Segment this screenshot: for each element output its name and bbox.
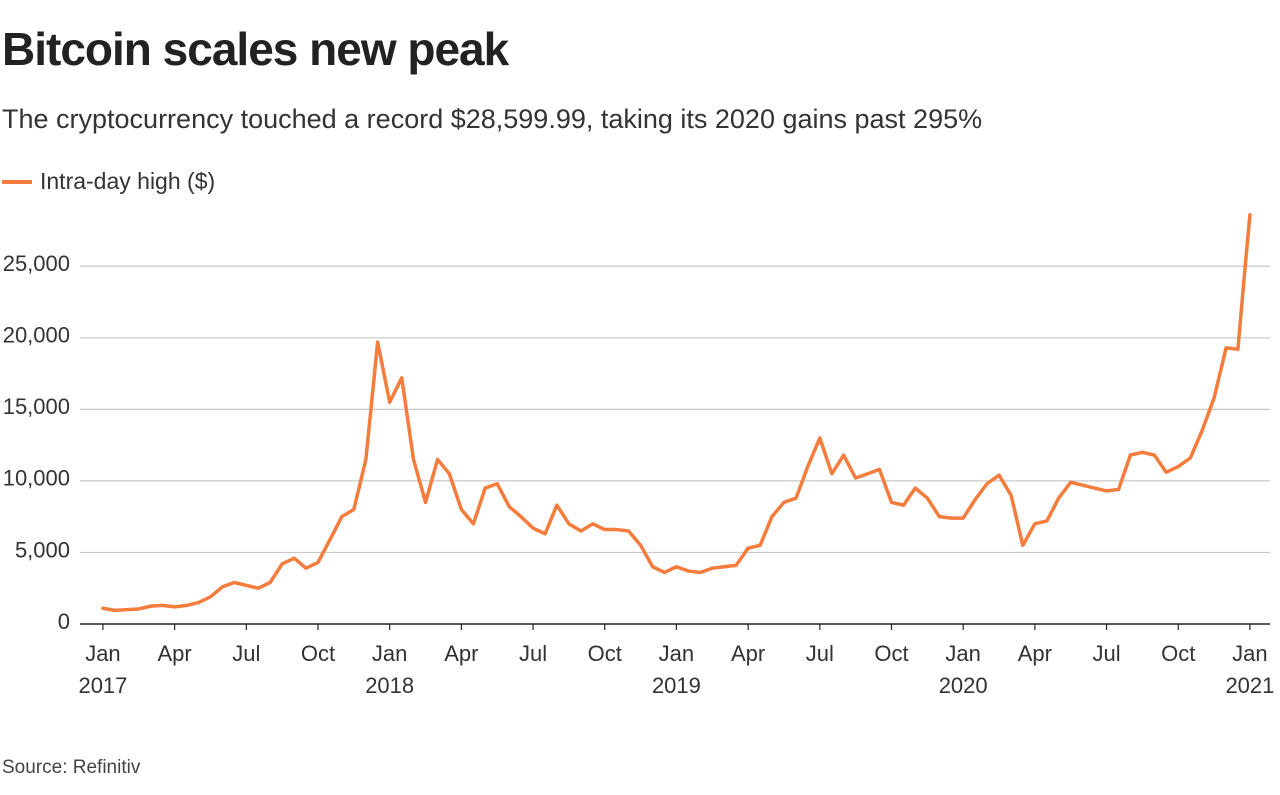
y-tick-label: 15,000: [3, 394, 70, 419]
x-tick-label: Apr: [730, 641, 766, 666]
x-tick-label: Oct: [874, 641, 909, 666]
x-tick-label: Jul: [1092, 641, 1121, 666]
x-tick-label: Jan 2019: [651, 641, 701, 698]
y-tick-label: 20,000: [3, 323, 70, 348]
chart-title: Bitcoin scales new peak: [2, 23, 509, 75]
y-tick-label: 10,000: [3, 466, 70, 491]
x-tick-label: Apr: [1017, 641, 1052, 666]
x-tick-label: Jan 2017: [78, 641, 128, 698]
y-tick-label: 5,000: [15, 537, 70, 562]
x-tick-label: Jan 2021: [1225, 641, 1275, 698]
x-tick-label: Jul: [518, 641, 548, 666]
x-tick-label: Jan 2018: [365, 641, 415, 698]
legend: Intra-day high ($): [2, 168, 215, 195]
x-tick-label: Oct: [587, 641, 622, 666]
x-tick-label: Jul: [805, 641, 834, 666]
x-tick-label: Oct: [1161, 641, 1196, 666]
y-tick-label: 25,000: [3, 251, 70, 276]
line: [101, 212, 1252, 613]
y-tick-label: 0: [58, 609, 70, 634]
x-tick-label: Jul: [232, 641, 261, 666]
x-tick-label: Oct: [300, 641, 336, 666]
x-tick-label: Apr: [157, 641, 192, 666]
legend-swatch: [2, 179, 32, 184]
x-tick-label: Apr: [444, 641, 479, 666]
x-tick-label: Jan 2020: [938, 641, 988, 698]
source: Source: Refinitiv: [2, 757, 141, 778]
legend-label: Intra-day high ($): [40, 168, 216, 194]
chart-subtitle: The cryptocurrency touched a record $28,…: [2, 104, 983, 134]
